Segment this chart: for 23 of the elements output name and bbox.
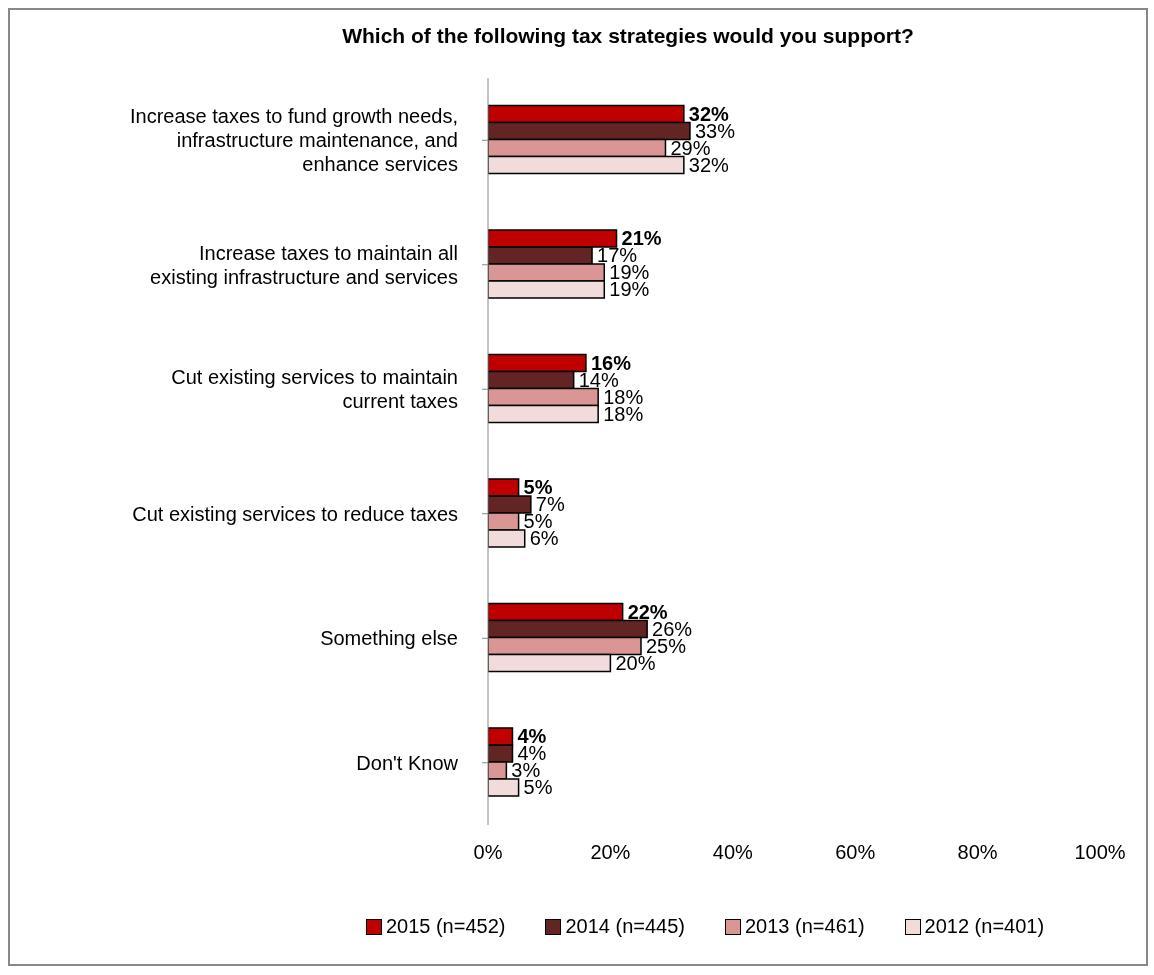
y-tick-label: Increase taxes to maintain all existing infrastructure and services — [150, 241, 458, 288]
y-tick-label: Cut existing services to reduce taxes — [132, 502, 458, 525]
legend-label: 2013 (n=461) — [745, 915, 865, 938]
x-tick-label: 80% — [957, 841, 998, 864]
x-tick-label: 0% — [473, 841, 503, 864]
x-tick-label: 40% — [712, 841, 754, 864]
data-label: 22% — [627, 600, 668, 623]
y-tick-label: Cut existing services to maintain current taxes — [171, 366, 458, 413]
y-tick-label: Something else — [320, 627, 458, 650]
y-tick-label: Don't Know — [356, 751, 459, 774]
data-label: 6% — [529, 527, 559, 550]
data-label: 5% — [523, 776, 553, 799]
data-label: 19% — [609, 278, 650, 301]
data-label: 32% — [688, 102, 730, 125]
x-tick-label: 20% — [590, 841, 631, 864]
x-tick-label: 100% — [1074, 841, 1126, 864]
y-tick-label: Increase taxes to fund growth needs, infrastructure maintenance, and enhance services — [130, 105, 458, 176]
chart-title: Which of the following tax strategies would you support? — [341, 24, 915, 48]
x-tick-label: 60% — [835, 841, 876, 864]
data-label: 16% — [590, 351, 632, 374]
legend-label: 2015 (n=452) — [385, 915, 506, 938]
legend-label: 2012 (n=401) — [924, 915, 1045, 938]
legend-label: 2014 (n=445) — [565, 915, 685, 938]
